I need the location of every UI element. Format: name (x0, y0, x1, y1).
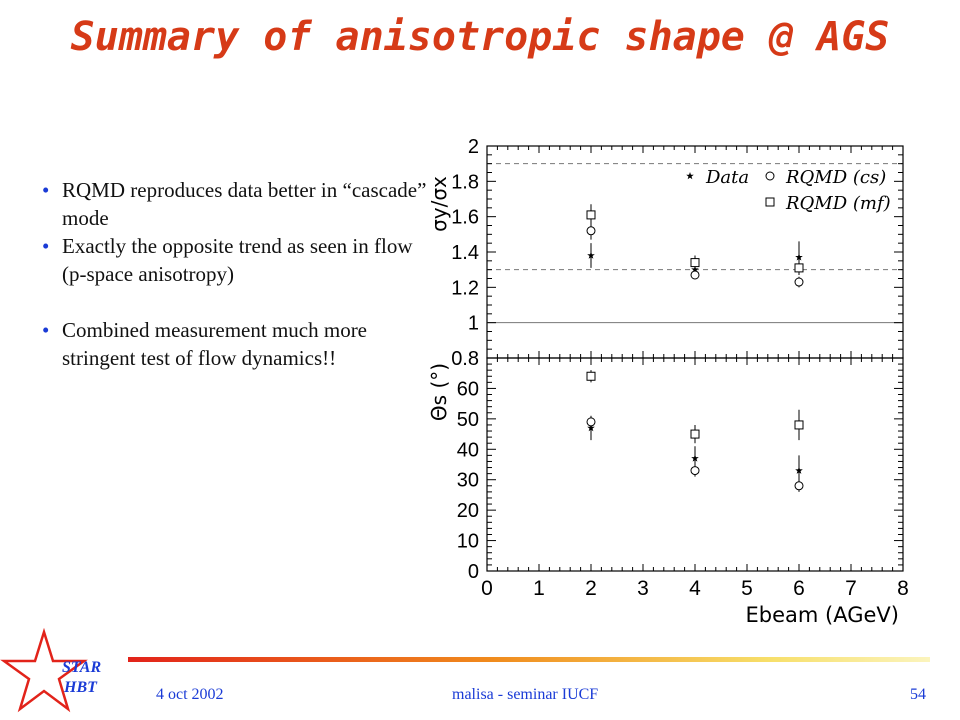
y-tick-label: 10 (457, 531, 479, 553)
x-tick-label: 8 (897, 577, 909, 600)
y-tick-label: 1.2 (451, 277, 479, 299)
x-axis-label: Ebeam (AGeV) (746, 603, 899, 627)
footer-date: 4 oct 2002 (156, 686, 224, 703)
bullet-dot-icon: • (42, 234, 50, 258)
data-point-square (586, 210, 596, 220)
bullet-item: • Exactly the opposite trend as seen in f… (40, 232, 430, 288)
x-tick-label: 2 (585, 577, 597, 600)
bullet-text: RQMD reproduces data better in “cascade”… (62, 178, 427, 230)
bullet-text: Combined measurement much more stringent… (62, 318, 368, 370)
data-point-star (795, 253, 803, 261)
y-tick-label: 30 (457, 470, 479, 492)
star-hbt-logo: STAR HBT (0, 628, 101, 713)
y-tick-label: 20 (457, 500, 479, 522)
footer-divider (128, 657, 930, 662)
x-tick-label: 1 (533, 577, 545, 600)
bullet-list: • RQMD reproduces data better in “cascade… (40, 176, 430, 372)
bullet-dot-icon: • (42, 178, 50, 202)
legend-label: RQMD (cs) (785, 167, 886, 188)
legend-marker-circle (765, 171, 775, 181)
y-tick-label: 60 (457, 378, 479, 400)
x-tick-label: 0 (481, 577, 493, 600)
data-point-circle (586, 226, 596, 236)
data-point-square (586, 371, 596, 381)
data-point-circle (690, 466, 700, 476)
star-logo-icon (0, 628, 88, 713)
legend-marker-square (765, 197, 775, 207)
y-tick-label: 40 (457, 439, 479, 461)
data-point-circle (690, 270, 700, 280)
data-point-square (794, 420, 804, 430)
page-number: 54 (910, 686, 926, 703)
logo-text-star: STAR (62, 659, 101, 676)
y-tick-label: 1.6 (451, 207, 479, 229)
data-point-star (691, 454, 699, 462)
bottom-y-axis-label: Θs (°) (427, 363, 451, 421)
legend-marker-star (686, 172, 694, 180)
top-y-axis-label: σy/σx (427, 176, 451, 232)
legend-label: Data (705, 167, 749, 188)
y-tick-label: 2 (468, 136, 479, 158)
data-point-square (690, 429, 700, 439)
bullet-dot-icon: • (42, 318, 50, 342)
x-tick-label: 5 (741, 577, 753, 600)
slide-title: Summary of anisotropic shape @ AGS (70, 14, 890, 60)
bullet-item: • RQMD reproduces data better in “cascade… (40, 176, 430, 232)
y-tick-label: 50 (457, 409, 479, 431)
x-tick-label: 3 (637, 577, 649, 600)
y-tick-label: 1.8 (451, 171, 479, 193)
bullet-item: • Combined measurement much more stringen… (40, 316, 430, 372)
y-tick-label: 1.4 (451, 242, 479, 264)
x-tick-label: 7 (845, 577, 857, 600)
data-point-circle (586, 417, 596, 427)
data-point-square (690, 258, 700, 268)
y-tick-label: 1 (468, 313, 479, 335)
logo-text-hbt: HBT (63, 679, 98, 696)
legend-label: RQMD (mf) (785, 193, 891, 214)
x-tick-label: 6 (793, 577, 805, 600)
bullet-text: Exactly the opposite trend as seen in fl… (62, 234, 413, 286)
data-point-circle (794, 481, 804, 491)
footer-center: malisa - seminar IUCF (452, 686, 599, 703)
data-point-star (795, 466, 803, 474)
data-point-circle (794, 277, 804, 287)
y-tick-label: 0.8 (451, 348, 479, 370)
y-tick-label: 0 (468, 561, 479, 583)
anisotropy-chart: 0 1 2 3 4 5 6 7 80.811.21.41.61.820102030405060D… (427, 136, 909, 627)
data-point-square (794, 263, 804, 273)
x-tick-label: 4 (689, 577, 701, 600)
data-point-star (587, 251, 595, 259)
